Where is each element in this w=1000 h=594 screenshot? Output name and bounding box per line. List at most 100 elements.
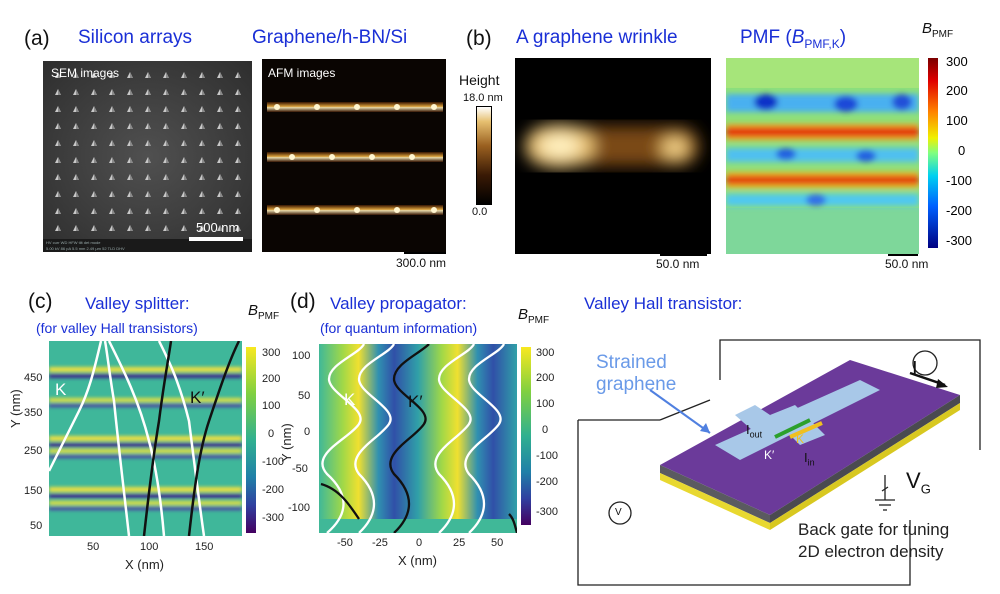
panel-c-kp-label: K′ [190, 388, 205, 407]
i-out-label: Iout [746, 422, 763, 440]
panel-c-cbar-ticks: 300 200 100 0 -100 -200 -300 [262, 342, 292, 537]
strained-graphene-label: Strained graphene [596, 352, 677, 395]
cbar-tick: 300 [536, 347, 555, 359]
panel-d-xlabel: X (nm) [398, 553, 437, 568]
panel-c-xticks: 50 100 150 [49, 541, 249, 557]
wrinkle-image [515, 58, 711, 254]
panel-c-subtitle: (for valley Hall transistors) [36, 320, 198, 336]
pmf-scale-text: 50.0 nm [885, 257, 929, 271]
svg-text:HV curr WD HFW tilt det: HV curr WD HFW tilt det mode [46, 240, 101, 245]
panel-c-title: Valley splitter: [85, 294, 190, 313]
afm-image [262, 59, 446, 252]
y-tick: 100 [292, 350, 311, 362]
cbar-tick: -100 [262, 456, 285, 468]
wrinkle-scale-text: 50.0 nm [656, 257, 700, 271]
panel-d-subtitle: (for quantum information) [320, 320, 478, 336]
cbar-tick: 100 [536, 398, 555, 410]
cbar-tick: -100 [536, 450, 559, 462]
panel-b-label: (b) [466, 27, 492, 50]
panel-b-title-right: PMF (BPMF,K) [740, 27, 847, 51]
x-tick: 150 [195, 541, 214, 553]
cbar-tick: -200 [536, 476, 559, 488]
cbar-tick: 100 [946, 113, 968, 128]
back-gate-caption: Back gate for tuning 2D electron density [798, 520, 950, 561]
cbar-tick: 200 [262, 373, 281, 385]
panel-c-label: (c) [28, 290, 53, 313]
y-tick: 350 [24, 407, 43, 419]
panel-c-cbar-label: BPMF [248, 302, 280, 322]
x-tick: -50 [337, 537, 353, 549]
voltmeter-label: V [615, 507, 622, 518]
height-colorbar [476, 106, 492, 205]
panel-b-cbar-label: BPMF [922, 20, 954, 40]
cbar-tick: -100 [946, 173, 973, 188]
y-tick: 250 [24, 445, 43, 457]
panel-d-title: Valley propagator: [330, 294, 467, 313]
y-tick: 450 [24, 372, 43, 384]
cbar-tick: 200 [946, 83, 968, 98]
panel-a-title-right: Graphene/h-BN/Si [252, 27, 408, 48]
sem-label: SEM images [51, 66, 120, 80]
panel-d-xticks: -50 -25 0 25 50 [319, 537, 519, 553]
sem-scale-text: 500 nm [196, 220, 240, 235]
cbar-tick: -300 [946, 233, 973, 248]
afm-scale-bar [404, 252, 446, 254]
panel-d-colorbar [521, 347, 531, 525]
x-tick: 0 [416, 537, 423, 549]
cbar-tick: -200 [262, 484, 285, 496]
panel-a-title-left: Silicon arrays [78, 27, 193, 48]
panel-c-xlabel: X (nm) [125, 557, 164, 572]
panel-d-cbar-ticks: 300 200 100 0 -100 -200 -300 [536, 342, 566, 532]
afm-label: AFM images [268, 66, 336, 80]
cbar-tick: 200 [536, 372, 555, 384]
panel-e-title: Valley Hall transistor: [584, 294, 743, 313]
panel-d-kp-label: K′ [408, 392, 423, 411]
y-tick: -100 [288, 502, 311, 514]
cbar-tick: -300 [536, 506, 559, 518]
panel-c-plot [47, 340, 242, 537]
height-min: 0.0 [472, 206, 488, 218]
y-tick: 0 [304, 426, 311, 438]
panel-d-label: (d) [290, 290, 316, 313]
transistor-diagram [560, 325, 1000, 589]
wrinkle-scale-bar [660, 254, 707, 256]
panel-b-title-left: A graphene wrinkle [516, 27, 678, 48]
panel-d-cbar-label: BPMF [518, 306, 550, 326]
x-tick: -25 [372, 537, 388, 549]
y-tick: 50 [30, 520, 43, 532]
cbar-tick: -300 [262, 512, 285, 524]
i-in-label: Iin [804, 450, 815, 468]
height-label: Height [459, 72, 500, 88]
y-tick: 150 [24, 485, 43, 497]
svg-text:5.00 kV 86 pA 5.5 mm 2.49 μm 5: 5.00 kV 86 pA 5.5 mm 2.49 μm 52 TLD DHV [46, 246, 125, 251]
panel-e-k-label: K [796, 432, 805, 446]
y-tick: -50 [292, 463, 308, 475]
panel-c-yticks: 450 350 250 150 50 [24, 342, 48, 537]
x-tick: 100 [140, 541, 159, 553]
pmf-scale-bar [888, 254, 918, 256]
sem-image: HV curr WD HFW tilt det mode 5.00 kV 86 … [43, 61, 252, 252]
current-label: I [912, 358, 918, 380]
cbar-tick: 300 [946, 54, 968, 69]
x-tick: 50 [491, 537, 504, 549]
panel-d-yticks: 100 50 0 -50 -100 [288, 342, 318, 532]
cbar-tick: 0 [542, 424, 549, 436]
panel-b-cbar-ticks: 300 200 100 0 -100 -200 -300 [946, 54, 986, 254]
panel-d-k-label: K [344, 390, 356, 409]
cbar-tick: 300 [262, 347, 281, 359]
gate-voltage-label: VG [906, 468, 931, 497]
panel-c-colorbar [246, 347, 256, 533]
cbar-tick: 0 [268, 428, 275, 440]
cbar-tick: -200 [946, 203, 973, 218]
cbar-tick: 100 [262, 400, 281, 412]
panel-e-kp-label: K′ [764, 448, 775, 462]
x-tick: 25 [453, 537, 466, 549]
panel-b-colorbar [928, 58, 938, 248]
y-tick: 50 [298, 390, 311, 402]
cbar-tick: 0 [958, 143, 966, 158]
panel-d-plot [319, 343, 519, 534]
pmf-map [726, 58, 919, 254]
panel-c-ylabel: Y (nm) [8, 389, 23, 428]
height-max: 18.0 nm [463, 92, 503, 104]
x-tick: 50 [87, 541, 100, 553]
